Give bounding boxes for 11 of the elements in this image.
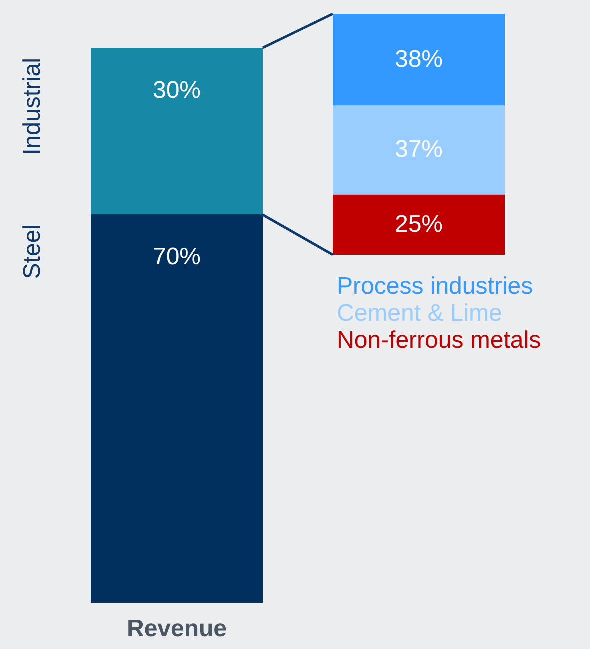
text: Non-ferrous metals xyxy=(337,327,542,354)
text: Cement & Lime xyxy=(337,300,502,327)
data-label: 30% xyxy=(152,77,202,104)
data-label: 25% xyxy=(394,210,444,238)
x-tick-label: Revenue xyxy=(126,616,228,642)
data-label: 37% xyxy=(394,136,444,164)
data-label: 38% xyxy=(394,46,444,73)
text: Steel xyxy=(19,224,46,280)
text: Industrial xyxy=(19,58,46,156)
text: Process industries xyxy=(337,273,534,300)
data-label: 70% xyxy=(152,244,202,270)
